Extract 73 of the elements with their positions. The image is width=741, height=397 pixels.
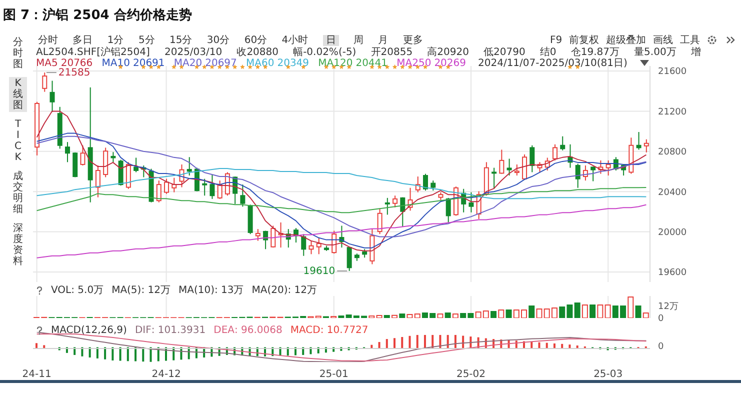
annotation: 21585: [58, 68, 90, 79]
text: 15分: [170, 35, 192, 46]
text: 月: [378, 35, 388, 46]
text: MA250: [396, 58, 432, 69]
annotation: 20766: [60, 58, 93, 69]
series-label: DIF: [134, 325, 152, 336]
text: 幅-0.02%(-5): [293, 47, 356, 58]
y-tick-label: 20400: [658, 188, 687, 198]
text: MA120: [318, 58, 353, 69]
text: 超级叠加: [606, 35, 646, 46]
x-tick-label: 25-01: [319, 369, 348, 380]
x-tick-label: 24-12: [152, 369, 181, 380]
text: MA10: [102, 58, 130, 69]
text: 更多: [402, 35, 423, 46]
annotation: : 10.7727: [320, 325, 368, 336]
y-tick-label: 0: [658, 314, 664, 324]
annotation: 19610: [303, 266, 336, 277]
annotation: 2024/11/07-2025/03/10(81日): [478, 58, 628, 69]
text: 周: [354, 35, 364, 46]
text: 高20920: [427, 47, 469, 58]
text: 多日: [72, 35, 93, 46]
text: AL2504.SHF[沪铝2504]: [36, 47, 150, 58]
text: TICK: [14, 118, 22, 164]
text: 低20790: [484, 47, 526, 58]
text: 分时图: [12, 36, 24, 71]
y-tick-label: 20800: [658, 148, 687, 158]
x-tick-label: 25-02: [456, 369, 486, 380]
annotation: VOL: 5.0万: [51, 285, 104, 296]
annotation: MA(5): 12万: [112, 285, 170, 296]
text: 前复权: [569, 35, 600, 46]
text: 成交明细: [12, 170, 24, 216]
x-tick-label: 25-03: [594, 369, 623, 380]
text: MA5: [36, 58, 58, 69]
text: 1分: [107, 35, 124, 46]
text: 收20880: [236, 47, 278, 58]
text: 量5.00万: [634, 47, 676, 58]
annotation: : 101.3931: [151, 325, 206, 336]
text: 工具: [680, 35, 700, 46]
annotation: 20441: [356, 58, 388, 69]
text: 60分: [244, 35, 268, 46]
text: 仓19.87万: [570, 47, 620, 58]
x-tick-label: 24-11: [22, 369, 52, 380]
text: 2025/03/10: [164, 47, 222, 58]
text: 结0: [540, 47, 556, 58]
text: 开20855: [370, 47, 413, 58]
text: 5分: [138, 35, 155, 46]
annotation: : 96.0068: [234, 325, 282, 336]
series-label: DEA: [214, 325, 234, 336]
text: 日: [322, 35, 339, 46]
text: F9: [550, 35, 562, 46]
chart-title: 图 7：沪铝 2504 合约价格走势: [3, 6, 192, 24]
y-tick-label: 19600: [658, 268, 687, 278]
annotation: MACD(12,26,9): [51, 325, 127, 336]
y-tick-label: 21600: [658, 67, 687, 78]
text: 分时: [38, 35, 58, 46]
y-tick-label: 21200: [658, 107, 687, 118]
text: 增: [690, 47, 701, 58]
text: MA20: [174, 58, 202, 69]
annotation: 20349: [277, 58, 310, 69]
annotation: 20691: [132, 58, 165, 69]
series-label: MACD: [290, 325, 320, 336]
annotation: 20269: [434, 58, 466, 69]
annotation: MA(20): 12万: [252, 285, 318, 296]
y-tick-label: 12万: [658, 302, 678, 312]
text: 4小时: [282, 35, 308, 46]
text: 画线: [653, 35, 674, 46]
annotation: 20697: [205, 58, 237, 69]
text: 深度资料: [12, 222, 24, 268]
text: MA60: [246, 58, 274, 69]
y-tick-label: 20000: [658, 228, 687, 238]
annotation: MA(10): 13万: [178, 285, 244, 296]
text: 30分: [206, 35, 230, 46]
text: K线图: [9, 77, 27, 112]
